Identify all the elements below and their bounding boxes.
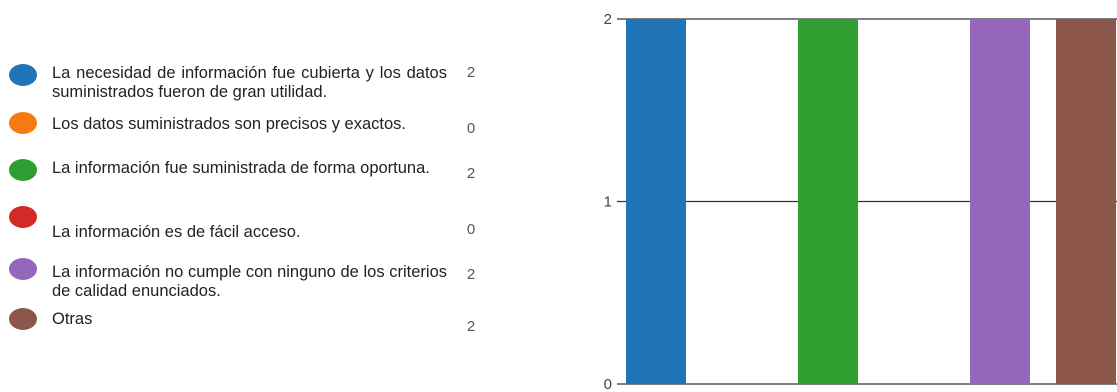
legend-count: 0 — [466, 221, 476, 238]
legend-label: La información es de fácil acceso. — [52, 223, 301, 241]
chart-legend: La necesidad de información fue cubierta… — [0, 0, 520, 392]
y-tick-label: 2 — [604, 11, 612, 28]
y-tick-label: 0 — [604, 376, 612, 392]
legend-count: 2 — [466, 64, 476, 81]
legend-label: Los datos suministrados son precisos y e… — [52, 115, 407, 133]
legend-label: Otras — [52, 310, 93, 328]
y-tick-label: 1 — [604, 194, 612, 211]
bar — [1056, 19, 1116, 384]
legend-count: 2 — [466, 318, 476, 335]
bars — [626, 19, 1116, 384]
bar — [798, 19, 858, 384]
legend-swatch-orange — [9, 112, 37, 134]
legend-label: La información fue suministrada de forma… — [52, 159, 430, 177]
legend-swatch-red — [9, 206, 37, 228]
legend-count: 0 — [466, 120, 476, 137]
legend-count: 2 — [466, 266, 476, 283]
legend-swatch-purple — [9, 258, 37, 280]
y-axis-ticks: 0 1 2 — [604, 11, 612, 392]
legend-swatch-green — [9, 159, 37, 181]
legend-swatch-brown — [9, 308, 37, 330]
legend-label: La información no cumple con ninguno de … — [52, 263, 447, 300]
legend-label: La necesidad de información fue cubierta… — [52, 64, 447, 101]
legend-count: 2 — [466, 165, 476, 182]
bar-chart: 0 1 2 — [540, 0, 1117, 392]
bar — [970, 19, 1030, 384]
legend-swatch-blue — [9, 64, 37, 86]
gridlines — [617, 18, 1117, 385]
bar-chart-svg: 0 1 2 — [604, 11, 1117, 392]
bar — [626, 19, 686, 384]
